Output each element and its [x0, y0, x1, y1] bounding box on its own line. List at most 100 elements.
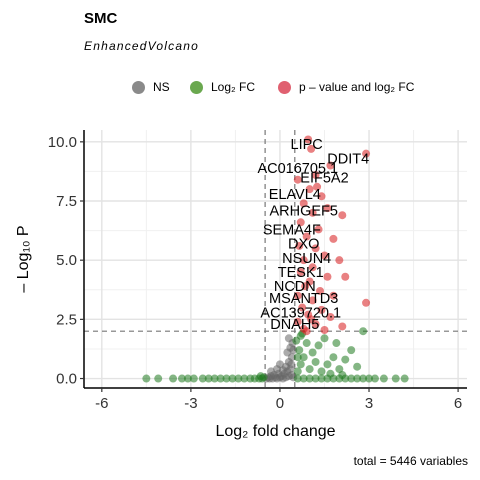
fc-point: [353, 362, 362, 371]
fc-point: [142, 374, 151, 383]
sig-point: [293, 175, 302, 184]
sig-point: [295, 241, 304, 250]
fc-point: [305, 365, 314, 374]
fc-point: [370, 374, 379, 383]
sig-point: [362, 149, 371, 158]
fc-point: [353, 374, 362, 383]
ns-point: [275, 360, 284, 369]
fc-point: [379, 374, 388, 383]
chart-title: SMC: [84, 10, 118, 27]
sig-point: [320, 326, 329, 335]
gene-label: NCDN: [274, 279, 316, 295]
ns-points: [262, 334, 298, 383]
sig-point: [296, 268, 305, 277]
fc-point: [154, 374, 163, 383]
fc-point: [293, 367, 302, 376]
fc-point: [177, 374, 186, 383]
legend-dot-log2fc: [190, 80, 203, 94]
sig-point: [311, 170, 320, 179]
fc-point: [365, 374, 374, 383]
sig-point: [323, 204, 332, 213]
fc-point: [347, 374, 356, 383]
fc-point: [347, 346, 356, 355]
fc-point: [391, 374, 400, 383]
sig-point: [302, 327, 311, 336]
gene-label: LIPC: [291, 137, 323, 153]
fc-point: [204, 374, 213, 383]
sig-point: [308, 263, 317, 272]
sig-point: [329, 234, 338, 243]
legend-label-ns: NS: [153, 80, 170, 94]
y-tick-label: 2.5: [56, 311, 77, 328]
sig-point: [316, 286, 325, 295]
sig-point: [323, 272, 332, 281]
sig-point: [313, 182, 322, 191]
sig-point: [362, 298, 371, 307]
gene-label: TESK1: [278, 265, 324, 281]
x-tick-label: -6: [95, 395, 108, 412]
fc-point: [210, 374, 219, 383]
fc-point: [183, 374, 192, 383]
fc-point: [338, 370, 347, 379]
sig-point: [293, 291, 302, 300]
fc-point: [299, 353, 308, 362]
y-tick-label: 7.5: [56, 193, 77, 210]
sig-point: [341, 272, 350, 281]
fc-point: [308, 348, 317, 357]
legend-item-ns: NS: [132, 76, 170, 98]
sig-point: [293, 317, 302, 326]
sig-point: [307, 144, 316, 153]
sig-point: [308, 208, 317, 217]
legend-label-log2fc: Log₂ FC: [211, 80, 256, 94]
gene-label: EIF5A2: [300, 170, 348, 186]
legend-item-pvalue-log2fc: p – value and log₂ FC: [278, 76, 414, 98]
fc-point: [341, 355, 350, 364]
fc-point: [326, 369, 335, 378]
fc-point: [292, 336, 301, 345]
ns-point: [284, 334, 293, 343]
y-tick-label: 5.0: [56, 252, 77, 269]
sig-point: [329, 291, 338, 300]
fc-point: [216, 374, 225, 383]
fc-point: [320, 334, 329, 343]
legend-item-log2fc: Log₂ FC: [190, 76, 255, 98]
gene-label: ELAVL4: [269, 187, 321, 203]
fc-point: [329, 353, 338, 362]
fc-point: [305, 374, 314, 383]
fc-point: [256, 372, 265, 381]
fc-point: [299, 374, 308, 383]
ns-point: [289, 346, 298, 355]
y-tick-label: 10.0: [48, 134, 77, 151]
gene-label: ARHGEF5: [269, 203, 338, 219]
fc-point: [302, 339, 311, 348]
fc-point: [295, 346, 304, 355]
fc-point: [359, 327, 368, 336]
fc-point: [311, 374, 320, 383]
fc-point: [317, 367, 326, 376]
axes: [83, 130, 467, 389]
gene-label: DXO: [288, 237, 319, 253]
sig-points: [293, 135, 371, 336]
fc-point: [234, 374, 243, 383]
fc-point: [314, 341, 323, 350]
legend: NS Log₂ FC p – value and log₂ FC: [0, 76, 480, 98]
chart-subtitle: EnhancedVolcano: [84, 39, 199, 53]
fc-point: [169, 374, 178, 383]
x-axis-label: Log₂ fold change: [215, 423, 335, 440]
fc-points: [142, 327, 409, 383]
fc-point: [240, 374, 249, 383]
legend-dot-pvalue-log2fc: [278, 80, 291, 94]
gene-label: AC016705.1: [257, 161, 338, 177]
sig-point: [326, 161, 335, 170]
gene-label: SEMA4F: [263, 222, 321, 238]
sig-point: [299, 256, 308, 265]
fc-point: [296, 360, 305, 369]
sig-point: [335, 256, 344, 265]
gene-label: NSUN4: [282, 251, 331, 267]
ns-point: [287, 360, 296, 369]
y-axis-label: – Log₁₀ P: [15, 225, 32, 292]
x-tick-label: 0: [276, 395, 284, 412]
fc-point: [293, 353, 302, 362]
sig-point: [307, 315, 316, 324]
